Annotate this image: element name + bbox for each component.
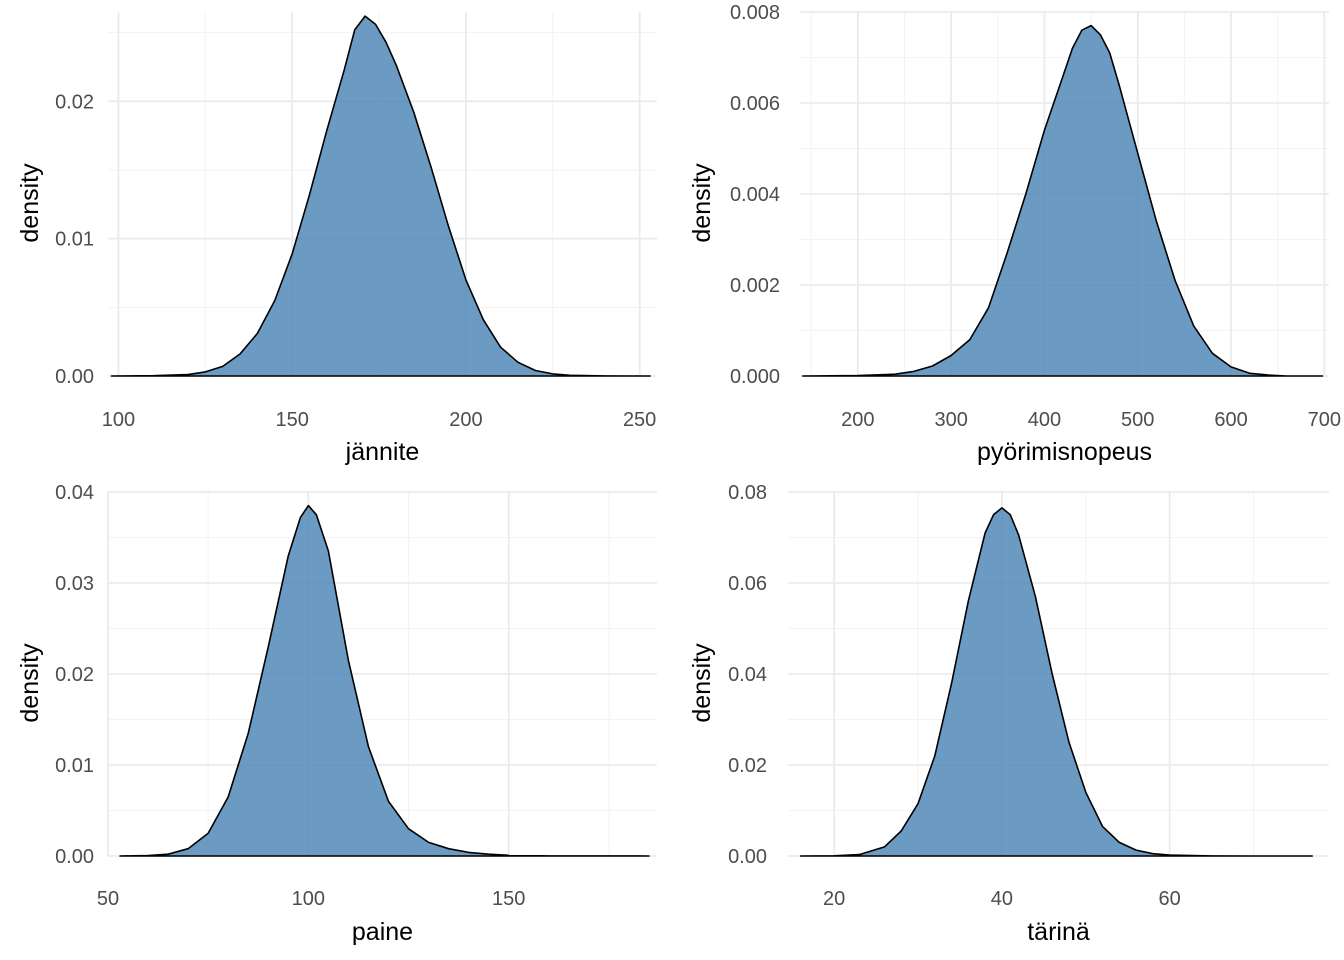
y-tick-label: 0.00 [55, 846, 94, 868]
density-area [799, 507, 1313, 857]
y-tick-label: 0.008 [730, 2, 780, 24]
y-axis-title: density [688, 643, 716, 723]
y-tick-label: 0.04 [728, 664, 767, 686]
y-tick-label: 0.02 [728, 755, 767, 777]
y-tick-label: 0.01 [55, 229, 94, 251]
y-tick-label: 0.06 [728, 573, 767, 595]
x-tick-label: 200 [449, 409, 482, 431]
y-tick-label: 0.02 [55, 91, 94, 113]
panel-paine: 50 100 150 0.00 0.01 0.02 0.03 0.04 paine density [16, 482, 657, 946]
x-axis-title: paine [352, 918, 413, 946]
y-axis-title: density [16, 163, 44, 243]
x-tick-label: 200 [841, 409, 874, 431]
y-tick-label: 0.000 [730, 366, 780, 388]
x-tick-label: 500 [1121, 409, 1154, 431]
y-tick-label: 0.004 [730, 184, 780, 206]
x-tick-label: 400 [1028, 409, 1061, 431]
x-tick-label: 20 [823, 888, 845, 910]
y-tick-label: 0.03 [55, 573, 94, 595]
x-tick-label: 600 [1214, 409, 1247, 431]
y-tick-label: 0.00 [55, 366, 94, 388]
x-axis-title: pyörimisnopeus [977, 438, 1152, 466]
panel-jannite: 100 150 200 250 0.00 0.01 0.02 jännite density [16, 12, 657, 466]
density-area [802, 24, 1324, 377]
y-tick-label: 0.002 [730, 275, 780, 297]
y-tick-label: 0.01 [55, 755, 94, 777]
x-tick-label: 60 [1159, 888, 1181, 910]
y-tick-label: 0.08 [728, 482, 767, 504]
x-tick-label: 150 [275, 409, 308, 431]
x-axis-title: jännite [345, 438, 420, 466]
y-tick-label: 0.00 [728, 846, 767, 868]
x-tick-label: 300 [934, 409, 967, 431]
x-tick-label: 40 [991, 888, 1013, 910]
x-tick-label: 250 [623, 409, 656, 431]
y-tick-label: 0.04 [55, 482, 94, 504]
panel-pyorimisnopeus: 200 300 400 500 600 700 0.000 0.002 0.004 0.006 0.… [688, 2, 1341, 466]
x-tick-label: 150 [492, 888, 525, 910]
x-tick-label: 100 [102, 409, 135, 431]
x-tick-label: 700 [1308, 409, 1341, 431]
y-tick-label: 0.006 [730, 93, 780, 115]
density-area [110, 15, 651, 377]
x-axis-title: tärinä [1027, 918, 1090, 946]
y-axis-title: density [688, 163, 716, 243]
x-tick-label: 50 [97, 888, 119, 910]
x-tick-label: 100 [292, 888, 325, 910]
density-area [119, 504, 650, 857]
panel-tarina: 20 40 60 0.00 0.02 0.04 0.06 0.08 tärinä density [688, 482, 1329, 946]
y-axis-title: density [16, 643, 44, 723]
y-tick-label: 0.02 [55, 664, 94, 686]
